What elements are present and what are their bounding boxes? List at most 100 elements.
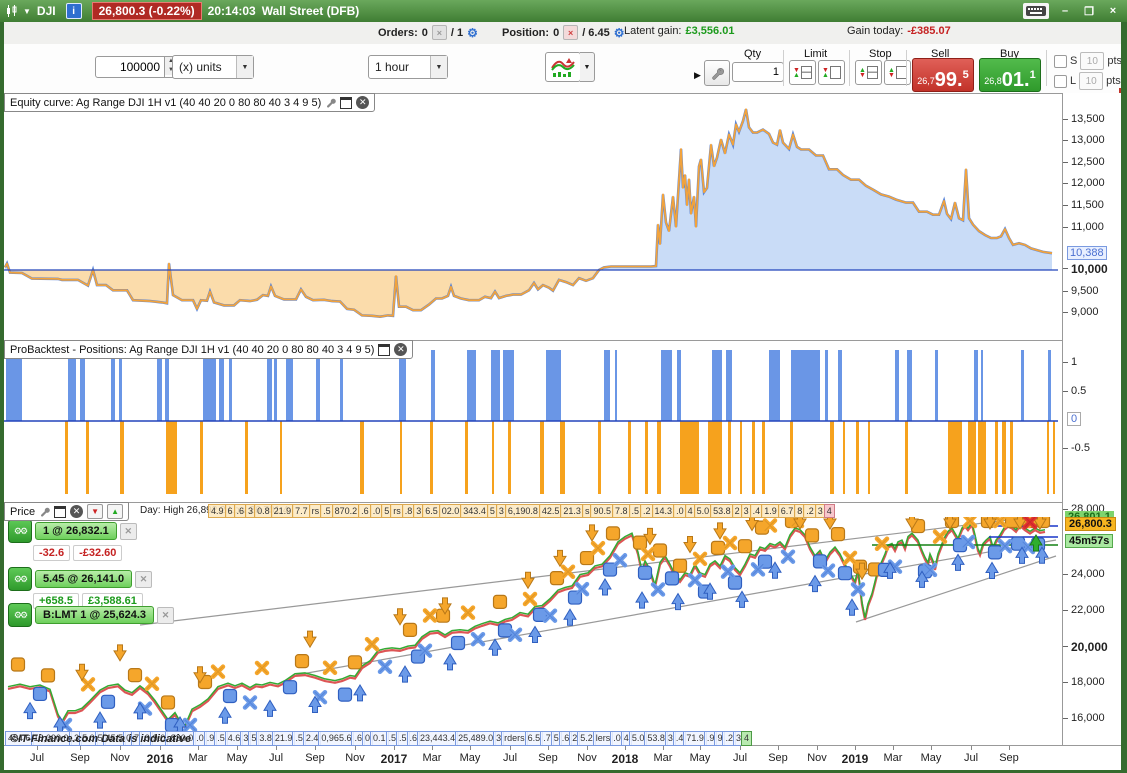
pending-order-badge: ⚙⚙ B:LMT 1 @ 25,624.3 ✕	[8, 603, 174, 627]
positions-axis-label: 0	[1067, 412, 1081, 426]
long-position-bar	[399, 350, 406, 421]
stat-token: 02.0	[439, 504, 463, 518]
short-position-bar	[830, 421, 834, 494]
long-position-bar	[604, 350, 610, 421]
limit-checkbox[interactable]	[1054, 75, 1067, 88]
position-gears-icon[interactable]: ⚙⚙	[8, 567, 32, 591]
signal-square-marker	[296, 655, 309, 668]
up-arrow-marker	[94, 712, 106, 728]
signal-square-marker	[162, 696, 175, 709]
collapse-panel-icon[interactable]: ▶	[694, 70, 701, 81]
instrument-dropdown-caret[interactable]: ▼	[23, 7, 31, 16]
long-position-bar	[229, 350, 232, 421]
equity-panel-tab[interactable]: Equity curve: Ag Range DJI 1H v1 (40 40 …	[4, 93, 375, 112]
quantity-input[interactable]	[95, 56, 165, 78]
wrench-icon[interactable]	[39, 506, 50, 517]
restore-window-icon[interactable]	[54, 506, 66, 518]
sell-arrow-icon[interactable]: ▼	[87, 504, 103, 519]
signal-square-marker	[639, 566, 652, 579]
position-total: / 6.45	[582, 27, 610, 39]
chart-style-caret[interactable]: ▼	[580, 52, 595, 82]
long-position-bar	[907, 350, 912, 421]
orders-settings-gear-icon[interactable]: ⚙	[467, 26, 478, 40]
qty-input[interactable]	[732, 62, 784, 82]
axis-tick	[1063, 682, 1068, 683]
limit-order-button-2[interactable]: ▼▲	[818, 60, 845, 85]
chart-style-icon	[550, 56, 576, 78]
position-gears-icon[interactable]: ⚙⚙	[8, 519, 32, 543]
close-icon[interactable]: ✕	[394, 343, 407, 356]
limit-order-button-1[interactable]: ▼▲	[789, 60, 816, 85]
position-close-icon[interactable]: ×	[563, 25, 578, 40]
time-axis[interactable]: JulSepNov2016MarMayJulSepNov2017MarMayJu…	[0, 745, 1127, 771]
up-arrow-marker	[564, 609, 576, 625]
signal-square-marker	[832, 528, 845, 541]
position-settings-gear-icon[interactable]: ⚙	[614, 26, 625, 40]
stop-order-button-1[interactable]: ▲▼	[855, 60, 882, 85]
short-position-bar	[856, 421, 859, 494]
stop-pts-input[interactable]	[1080, 52, 1104, 70]
chart-style-button[interactable]	[545, 52, 581, 82]
down-arrow-marker	[304, 631, 316, 647]
close-button[interactable]: ×	[1105, 4, 1121, 18]
wrench-icon[interactable]	[325, 97, 336, 108]
price-axis-column: 13,50013,00012,50012,00011,50011,00010,3…	[1062, 93, 1122, 745]
signal-square-marker	[607, 527, 620, 540]
equity-axis-label: 9,500	[1071, 285, 1099, 297]
long-position-bar	[677, 350, 681, 421]
buy-arrow-icon[interactable]: ▲	[107, 504, 123, 519]
long-position-bar	[80, 350, 85, 421]
units-select[interactable]: (x) units ▼	[172, 55, 254, 79]
signal-square-marker	[666, 572, 679, 585]
up-arrow-marker	[846, 599, 858, 615]
long-position-bar	[726, 350, 732, 421]
short-position-bar	[628, 421, 631, 494]
signal-square-marker	[712, 541, 725, 554]
position-group: Position: 0 × / 6.45 ⚙	[502, 25, 624, 40]
minimize-button[interactable]: –	[1057, 4, 1073, 18]
long-position-bar	[712, 350, 722, 421]
signal-square-marker	[494, 595, 507, 608]
short-position-bar	[978, 421, 986, 494]
orders-cancel-icon[interactable]: ×	[432, 25, 447, 40]
orders-label: Orders:	[378, 27, 418, 39]
position-qty-price[interactable]: 1 @ 26,832.1	[35, 522, 117, 540]
timeframe-select[interactable]: 1 hour ▼	[368, 55, 448, 79]
stop-checkbox[interactable]	[1054, 55, 1067, 68]
keyboard-icon[interactable]	[1023, 3, 1049, 19]
time-axis-label: 2019	[842, 752, 869, 766]
order-settings-button[interactable]	[704, 60, 730, 86]
short-position-bar	[995, 421, 998, 494]
sell-button[interactable]: 26,799.5	[912, 58, 974, 92]
price-panel-tab[interactable]: Price ✕ ▼ ▲	[4, 502, 129, 521]
price-axis-label: 45m57s	[1065, 534, 1113, 548]
restore-window-icon[interactable]	[340, 97, 352, 109]
long-position-bar	[68, 350, 76, 421]
restore-window-icon[interactable]	[378, 344, 390, 356]
position-label: Position:	[502, 27, 549, 39]
time-axis-label: Mar	[423, 752, 442, 764]
limit-pts-input[interactable]	[1079, 72, 1103, 90]
close-icon[interactable]: ✕	[70, 505, 83, 518]
close-icon[interactable]: ✕	[135, 571, 152, 588]
close-icon[interactable]: ✕	[356, 96, 369, 109]
buy-button[interactable]: 26,801.1	[979, 58, 1041, 92]
close-icon[interactable]: ✕	[157, 607, 174, 624]
info-icon[interactable]: i	[66, 3, 82, 19]
time-axis-label: Nov	[345, 752, 365, 764]
order-type-price[interactable]: B:LMT 1 @ 25,624.3	[35, 606, 154, 624]
axis-tick	[1063, 509, 1068, 510]
equity-axis-label: 11,500	[1071, 199, 1104, 211]
instrument-name[interactable]: DJI	[37, 4, 56, 18]
positions-panel-tab[interactable]: ProBacktest - Positions: Ag Range DJI 1H…	[4, 340, 413, 359]
short-position-bar	[905, 421, 908, 494]
maximize-button[interactable]: ❒	[1081, 4, 1097, 18]
time-axis-tick	[931, 746, 932, 750]
timeframe-select-value: 1 hour	[369, 60, 430, 74]
short-position-bar	[657, 421, 661, 494]
position-qty-price[interactable]: 5.45 @ 26,141.0	[35, 570, 132, 588]
gain-today-group: Gain today: -£385.07	[847, 25, 951, 37]
close-icon[interactable]: ✕	[120, 523, 137, 540]
up-arrow-marker	[444, 654, 456, 670]
order-gears-icon[interactable]: ⚙⚙	[8, 603, 32, 627]
